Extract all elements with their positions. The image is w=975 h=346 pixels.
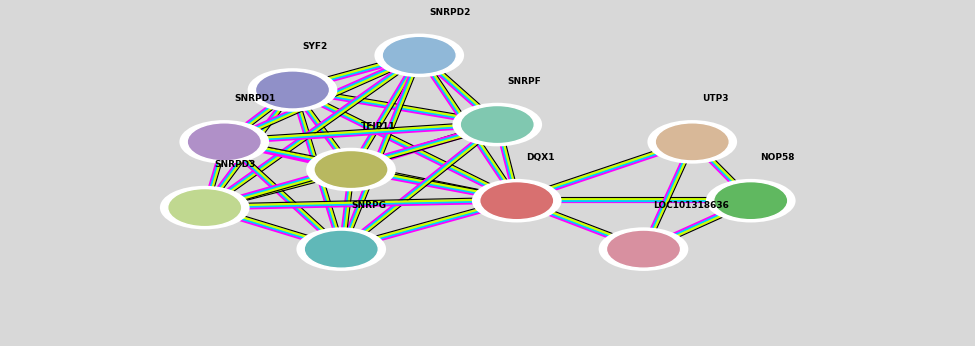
Ellipse shape: [374, 34, 464, 77]
Ellipse shape: [187, 123, 261, 161]
Ellipse shape: [714, 182, 788, 220]
Ellipse shape: [255, 71, 330, 109]
Text: TFIP11: TFIP11: [361, 122, 396, 131]
Text: SNRPD3: SNRPD3: [214, 160, 255, 169]
Ellipse shape: [248, 68, 337, 112]
Text: NOP58: NOP58: [760, 153, 795, 162]
Ellipse shape: [480, 182, 554, 220]
Ellipse shape: [306, 148, 396, 191]
Text: LOC101318636: LOC101318636: [653, 201, 729, 210]
Text: SNRPF: SNRPF: [507, 77, 541, 86]
Ellipse shape: [382, 36, 456, 74]
Text: DQX1: DQX1: [526, 153, 555, 162]
Text: SNRPD2: SNRPD2: [429, 8, 470, 17]
Ellipse shape: [647, 120, 737, 164]
Ellipse shape: [606, 230, 681, 268]
Ellipse shape: [599, 227, 688, 271]
Ellipse shape: [160, 186, 250, 229]
Ellipse shape: [452, 103, 542, 146]
Ellipse shape: [296, 227, 386, 271]
Ellipse shape: [179, 120, 269, 164]
Ellipse shape: [168, 189, 242, 227]
Ellipse shape: [655, 123, 729, 161]
Ellipse shape: [460, 106, 534, 144]
Ellipse shape: [706, 179, 796, 222]
Text: SNRPG: SNRPG: [351, 201, 386, 210]
Text: UTP3: UTP3: [702, 94, 728, 103]
Ellipse shape: [472, 179, 562, 222]
Ellipse shape: [314, 151, 388, 189]
Ellipse shape: [304, 230, 378, 268]
Text: SYF2: SYF2: [302, 42, 328, 51]
Text: SNRPD1: SNRPD1: [234, 94, 275, 103]
